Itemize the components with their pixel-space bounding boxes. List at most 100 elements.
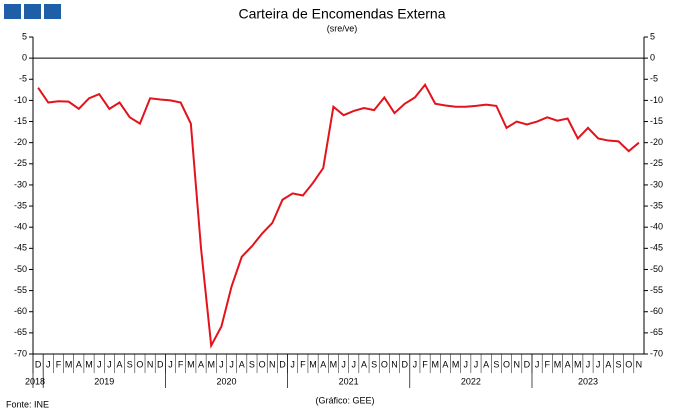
y2-tick-label: -45 [650,243,663,253]
y2-tick-label: -10 [650,95,663,105]
x-tick-label: A [117,359,123,369]
y2-tick-label: -35 [650,200,663,210]
x-tick-label: A [605,359,611,369]
year-label: 2018 [25,376,45,386]
y-tick-label: -25 [14,158,27,168]
x-tick-label: M [554,359,562,369]
x-tick-label: F [545,359,551,369]
x-tick-label: M [452,359,460,369]
x-tick-label: J [464,359,469,369]
x-tick-label: M [65,359,73,369]
x-tick-label: J [229,359,234,369]
x-tick-label: S [127,359,133,369]
x-tick-label: N [391,359,398,369]
x-tick-label: M [574,359,582,369]
x-tick-label: J [97,359,102,369]
y2-tick-label: 0 [650,53,655,63]
x-tick-label: J [352,359,357,369]
x-tick-label: A [483,359,489,369]
y-tick-label: -20 [14,137,27,147]
y2-tick-label: 5 [650,31,655,41]
x-tick-label: J [596,359,601,369]
x-tick-label: M [309,359,317,369]
x-tick-label: D [157,359,164,369]
source: Fonte: INE [6,399,49,409]
x-tick-label: O [381,359,388,369]
y-tick-label: -60 [14,306,27,316]
y2-tick-label: -25 [650,158,663,168]
y-tick-label: -35 [14,200,27,210]
x-tick-label: A [442,359,448,369]
x-tick-label: M [85,359,93,369]
y-tick-label: -5 [19,74,27,84]
y-tick-label: -40 [14,222,27,232]
x-tick-label: A [361,359,367,369]
y-tick-label: 5 [22,31,27,41]
x-tick-label: J [107,359,112,369]
x-tick-label: M [431,359,439,369]
y2-tick-label: -20 [650,137,663,147]
y2-tick-label: -15 [650,116,663,126]
y-tick-label: -15 [14,116,27,126]
y-tick-label: -55 [14,285,27,295]
x-tick-label: F [422,359,428,369]
chart-subtitle: (sre/ve) [327,23,358,33]
y-tick-label: -50 [14,264,27,274]
x-tick-label: S [371,359,377,369]
x-tick-label: J [219,359,224,369]
x-tick-label: M [207,359,215,369]
year-label: 2022 [461,376,481,386]
x-tick-label: F [300,359,306,369]
x-tick-label: M [187,359,195,369]
x-tick-label: J [290,359,295,369]
x-tick-label: J [413,359,418,369]
x-tick-label: J [168,359,173,369]
x-tick-label: M [330,359,338,369]
y-tick-label: -10 [14,95,27,105]
x-tick-label: S [249,359,255,369]
x-tick-label: J [535,359,540,369]
x-tick-label: A [565,359,571,369]
x-tick-label: D [401,359,408,369]
y2-tick-label: -5 [650,74,658,84]
year-label: 2021 [339,376,359,386]
x-tick-label: A [76,359,82,369]
y-tick-label: -65 [14,327,27,337]
y2-tick-label: -60 [650,306,663,316]
logo-block [44,4,61,19]
logo-block [24,4,41,19]
x-tick-label: D [279,359,286,369]
data-line [37,82,640,349]
x-tick-label: S [493,359,499,369]
x-tick-label: N [269,359,276,369]
credit: (Gráfico: GEE) [315,395,374,405]
y2-tick-label: -55 [650,285,663,295]
y-tick-label: -30 [14,179,27,189]
year-label: 2019 [94,376,114,386]
x-tick-label: A [320,359,326,369]
x-tick-label: J [341,359,346,369]
x-tick-label: O [259,359,266,369]
x-tick-label: D [35,359,42,369]
y2-tick-label: -30 [650,179,663,189]
year-label: 2020 [216,376,236,386]
x-tick-label: F [178,359,184,369]
x-tick-label: D [524,359,531,369]
x-tick-label: O [136,359,143,369]
x-tick-label: J [586,359,591,369]
year-label: 2023 [578,376,598,386]
x-tick-label: O [625,359,632,369]
y2-tick-label: -40 [650,222,663,232]
x-tick-label: J [46,359,51,369]
x-tick-label: N [147,359,154,369]
chart-title: Carteira de Encomendas Externa [239,6,446,22]
x-tick-label: O [503,359,510,369]
y2-tick-label: -70 [650,348,663,358]
y-tick-label: 0 [22,53,27,63]
x-tick-label: N [636,359,643,369]
x-tick-label: A [239,359,245,369]
x-tick-label: J [474,359,479,369]
x-tick-label: S [616,359,622,369]
y-tick-label: -45 [14,243,27,253]
